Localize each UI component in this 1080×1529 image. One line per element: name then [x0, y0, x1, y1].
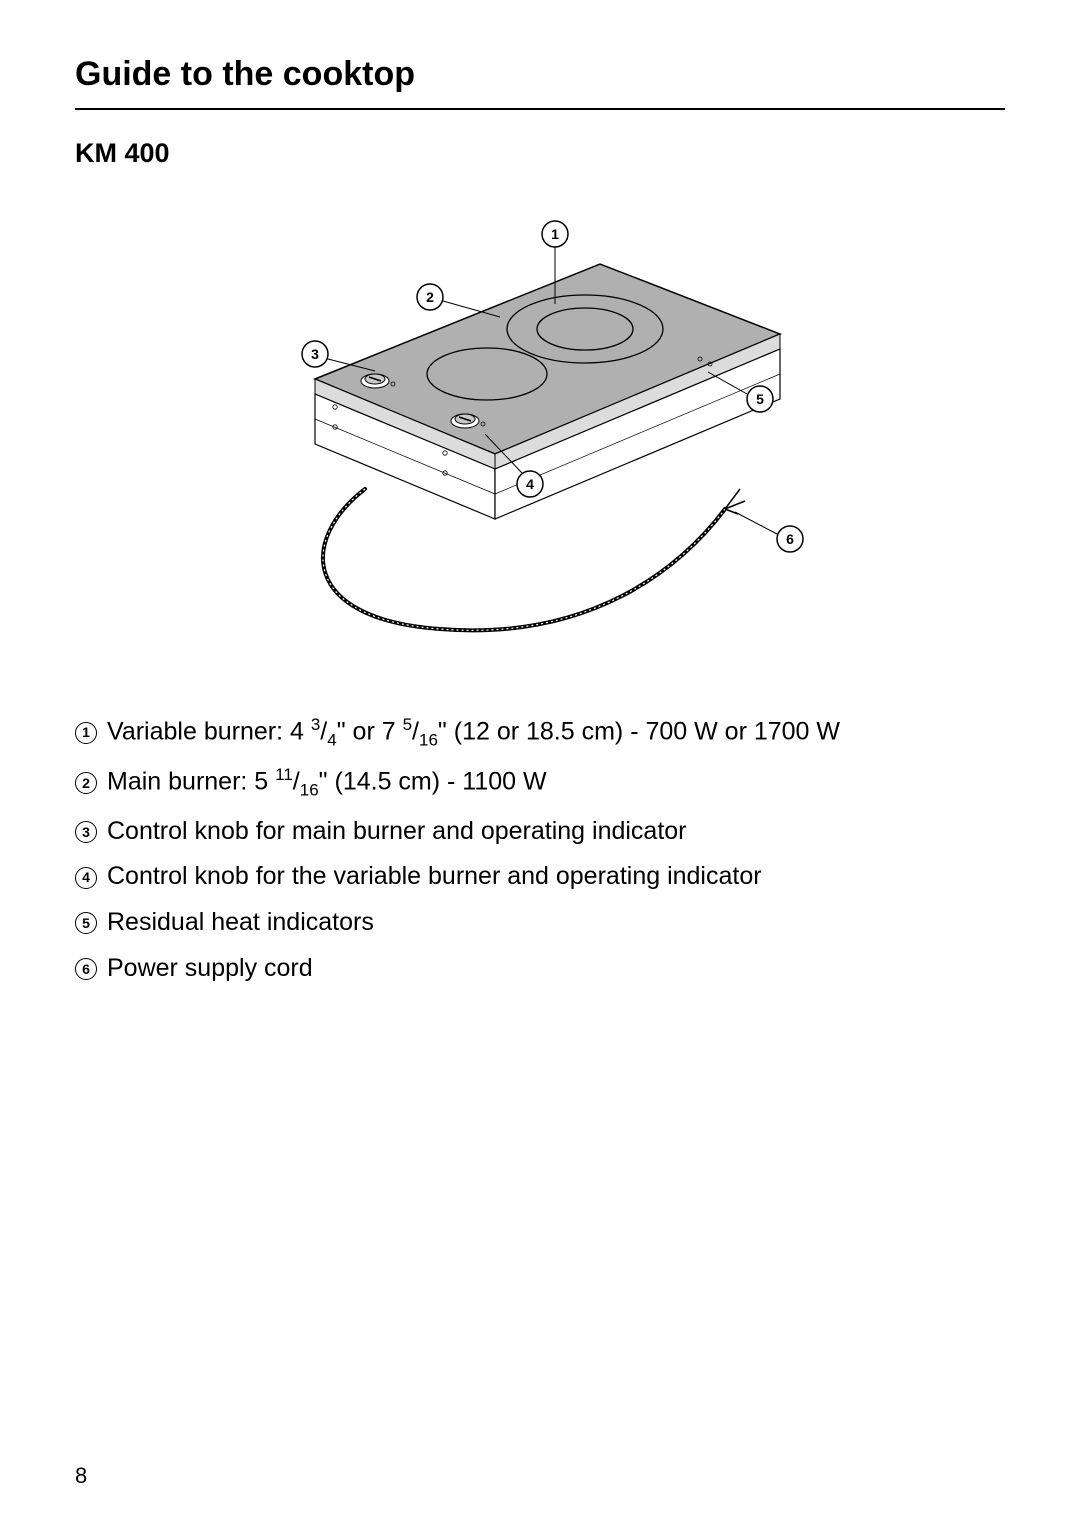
svg-text:6: 6 [786, 531, 794, 547]
legend-number-icon: 3 [75, 821, 97, 843]
legend-item: 1 Variable burner: 4 3/4" or 7 5/16" (12 … [75, 714, 1005, 752]
legend-number-icon: 1 [75, 722, 97, 744]
legend-number-icon: 2 [75, 772, 97, 794]
legend-item: 6 Power supply cord [75, 952, 1005, 986]
legend-text: Power supply cord [107, 952, 313, 986]
cooktop-diagram: 1 2 3 4 5 6 [180, 209, 900, 669]
svg-text:4: 4 [526, 476, 534, 492]
page-number: 8 [75, 1463, 87, 1489]
legend-item: 2 Main burner: 5 11/16" (14.5 cm) - 1100 … [75, 764, 1005, 802]
legend-text: Residual heat indicators [107, 906, 374, 940]
legend-text: Control knob for the variable burner and… [107, 860, 762, 894]
model-number: KM 400 [75, 138, 1005, 169]
legend-number-icon: 6 [75, 958, 97, 980]
svg-text:1: 1 [551, 226, 559, 242]
legend-text: Control knob for main burner and operati… [107, 815, 687, 849]
svg-text:3: 3 [311, 346, 319, 362]
svg-text:2: 2 [426, 289, 434, 305]
legend-item: 4 Control knob for the variable burner an… [75, 860, 1005, 894]
legend-number-icon: 4 [75, 867, 97, 889]
legend-text: Variable burner: 4 3/4" or 7 5/16" (12 o… [107, 714, 840, 752]
svg-text:5: 5 [756, 391, 764, 407]
legend-list: 1 Variable burner: 4 3/4" or 7 5/16" (12 … [75, 714, 1005, 986]
legend-text: Main burner: 5 11/16" (14.5 cm) - 1100 W [107, 764, 547, 802]
page-title: Guide to the cooktop [75, 55, 1005, 110]
legend-item: 3 Control knob for main burner and operat… [75, 815, 1005, 849]
diagram-container: 1 2 3 4 5 6 [75, 209, 1005, 669]
legend-item: 5 Residual heat indicators [75, 906, 1005, 940]
legend-number-icon: 5 [75, 912, 97, 934]
